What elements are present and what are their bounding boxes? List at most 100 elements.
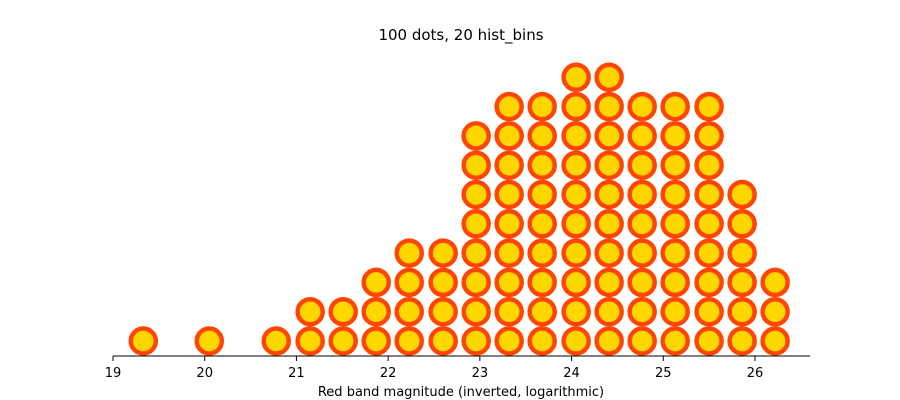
dot-marker — [494, 91, 524, 122]
x-tick-label: 26 — [747, 366, 764, 381]
dot-marker — [527, 179, 557, 210]
dot-marker — [561, 296, 591, 327]
dot-marker — [594, 209, 624, 239]
dot-marker — [694, 209, 724, 239]
dot-marker — [494, 150, 524, 180]
x-tick-label: 23 — [472, 366, 489, 381]
dot-marker — [461, 267, 491, 298]
dot-marker — [494, 121, 524, 151]
dot-marker — [461, 179, 491, 210]
dot-marker — [627, 150, 657, 180]
dot-marker — [594, 326, 624, 356]
dot-marker — [461, 326, 491, 356]
x-tick-label: 25 — [655, 366, 672, 381]
dot-marker — [561, 121, 591, 151]
dot-marker — [394, 267, 424, 298]
dot-marker — [494, 326, 524, 356]
x-tick-label: 20 — [196, 366, 213, 381]
dot-marker — [361, 296, 391, 327]
dot-marker — [494, 179, 524, 210]
x-axis-label: Red band magnitude (inverted, logarithmi… — [318, 385, 604, 400]
dot-marker — [660, 121, 690, 151]
dot-marker — [561, 209, 591, 239]
x-tick-label: 24 — [563, 366, 580, 381]
dot-marker — [394, 296, 424, 327]
dot-marker — [594, 296, 624, 327]
chart-title: 100 dots, 20 hist_bins — [378, 26, 543, 45]
dot-marker — [361, 267, 391, 298]
dot-marker — [561, 150, 591, 180]
dot-marker — [694, 326, 724, 356]
dot-marker — [727, 179, 757, 210]
dot-marker — [694, 238, 724, 268]
dot-marker — [561, 179, 591, 210]
dot-marker — [594, 150, 624, 180]
dot-marker — [727, 209, 757, 239]
dot-marker — [494, 209, 524, 239]
dot-marker — [627, 121, 657, 151]
dot-marker — [660, 179, 690, 210]
dot-marker — [461, 121, 491, 151]
dot-marker — [461, 150, 491, 180]
dot-marker — [594, 238, 624, 268]
dot-marker — [660, 296, 690, 327]
dot-marker — [394, 238, 424, 268]
dot-marker — [428, 238, 458, 268]
dot-marker — [494, 267, 524, 298]
dot-marker — [760, 326, 790, 356]
dot-marker — [760, 296, 790, 327]
dots-layer — [128, 62, 790, 356]
dot-marker — [660, 238, 690, 268]
dot-marker — [627, 238, 657, 268]
dot-marker — [494, 238, 524, 268]
dot-marker — [594, 62, 624, 93]
dot-marker — [394, 326, 424, 356]
dot-marker — [561, 238, 591, 268]
dot-marker — [727, 296, 757, 327]
x-tick-label: 22 — [380, 366, 397, 381]
dot-marker — [594, 267, 624, 298]
dot-marker — [694, 150, 724, 180]
dot-marker — [527, 267, 557, 298]
dot-marker — [261, 326, 291, 356]
dot-marker — [594, 121, 624, 151]
dot-marker — [627, 91, 657, 122]
dot-marker — [660, 267, 690, 298]
dot-marker — [428, 326, 458, 356]
x-tick-label: 21 — [288, 366, 305, 381]
dot-marker — [694, 121, 724, 151]
dot-marker — [627, 326, 657, 356]
dot-marker — [760, 267, 790, 298]
x-axis-ticks: 19 20 21 22 23 24 25 26 — [105, 356, 764, 381]
dot-marker — [561, 62, 591, 93]
dot-marker — [527, 121, 557, 151]
dot-marker — [627, 209, 657, 239]
dot-marker — [660, 326, 690, 356]
dot-marker — [594, 91, 624, 122]
dot-marker — [594, 179, 624, 210]
x-tick-label: 19 — [105, 366, 122, 381]
dot-marker — [694, 179, 724, 210]
dot-marker — [461, 296, 491, 327]
dot-marker — [194, 326, 225, 356]
dot-marker — [428, 267, 458, 298]
dot-marker — [461, 209, 491, 239]
dot-marker — [428, 296, 458, 327]
dot-marker — [694, 296, 724, 327]
dot-marker — [461, 238, 491, 268]
dot-marker — [694, 91, 724, 122]
dot-marker — [527, 326, 557, 356]
dot-marker — [627, 296, 657, 327]
dot-marker — [561, 267, 591, 298]
dot-marker — [527, 150, 557, 180]
dot-marker — [627, 179, 657, 210]
dot-marker — [627, 267, 657, 298]
dot-marker — [295, 326, 325, 356]
dot-marker — [494, 296, 524, 327]
dot-marker — [328, 296, 358, 327]
dot-marker — [561, 91, 591, 122]
dot-marker — [361, 326, 391, 356]
dot-marker — [295, 296, 325, 327]
dot-marker — [561, 326, 591, 356]
